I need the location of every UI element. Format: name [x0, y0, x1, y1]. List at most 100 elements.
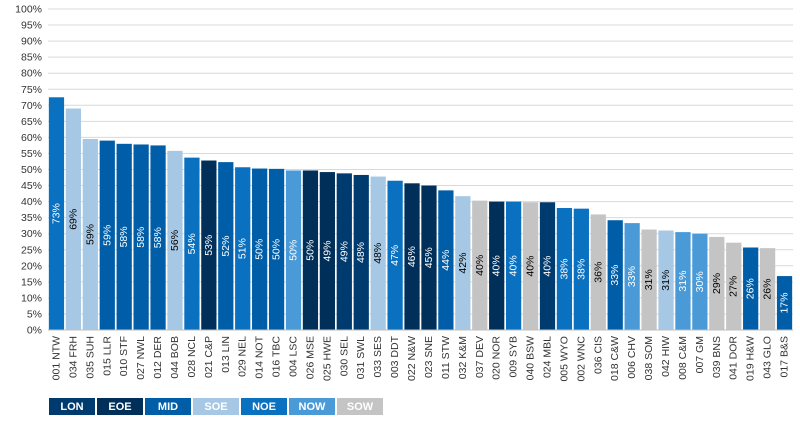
data-label: 31%	[643, 269, 655, 290]
data-label: 52%	[220, 236, 232, 257]
x-tick-label: 024 MBL	[541, 336, 553, 378]
data-label: 58%	[118, 226, 130, 247]
y-tick-label: 80%	[21, 68, 42, 80]
x-tick-label: 017 B&S	[779, 336, 791, 377]
bar	[336, 173, 352, 330]
bar	[387, 180, 403, 330]
bar	[201, 160, 217, 330]
data-label: 31%	[660, 270, 672, 291]
data-label: 45%	[423, 247, 435, 268]
x-tick-label: 026 MSE	[304, 336, 316, 379]
x-tick-label: 037 DEV	[474, 336, 486, 378]
x-tick-label: 004 LSC	[288, 336, 300, 377]
data-label: 58%	[152, 227, 164, 248]
x-tick-label: 025 HWE	[321, 336, 333, 381]
x-tick-label: 031 SWL	[355, 336, 367, 379]
bar	[404, 183, 420, 330]
x-tick-label: 008 C&M	[677, 336, 689, 380]
bar	[370, 176, 386, 330]
x-tick-label: 042 HIW	[660, 336, 672, 377]
y-axis: 0% 5% 10% 15% 20% 25% 30% 35% 40% 45% 50% 55% 60% 65%…	[15, 4, 42, 337]
y-tick-label: 100%	[15, 4, 42, 16]
bar	[235, 167, 251, 330]
x-tick-label: 016 TBC	[271, 336, 283, 378]
y-tick-label: 10%	[21, 292, 42, 304]
data-label: 40%	[491, 255, 503, 276]
data-label: 46%	[406, 246, 418, 267]
bar	[776, 276, 793, 330]
y-tick-label: 5%	[27, 308, 42, 320]
bar	[556, 208, 573, 330]
x-tick-label: 006 CHV	[626, 336, 638, 379]
y-tick-label: 25%	[21, 244, 42, 256]
y-tick-label: 65%	[21, 116, 42, 128]
data-label: 50%	[254, 239, 266, 260]
x-tick-label: 044 BOB	[169, 336, 181, 379]
x-tick-label: 033 SES	[372, 336, 384, 377]
bar	[48, 97, 65, 331]
x-tick-label: 020 NOR	[491, 336, 503, 380]
bar	[590, 214, 606, 330]
data-label: 29%	[711, 273, 723, 294]
y-tick-label: 70%	[21, 100, 42, 112]
data-label: 51%	[237, 238, 249, 259]
x-tick-label: 032 K&M	[457, 336, 469, 379]
bar	[489, 201, 505, 330]
y-tick-label: 90%	[21, 36, 42, 48]
y-tick-label: 0%	[27, 325, 42, 337]
bar	[709, 236, 725, 330]
bar	[455, 196, 471, 330]
x-tick-label: 027 NWL	[135, 336, 147, 380]
bar	[624, 223, 640, 330]
data-label: 33%	[626, 266, 638, 287]
data-label: 59%	[101, 225, 113, 246]
bar	[506, 201, 522, 330]
x-tick-label: 018 C&W	[609, 336, 621, 381]
data-label: 48%	[372, 243, 384, 264]
data-label: 54%	[186, 233, 198, 254]
x-tick-label: 011 STW	[440, 336, 452, 379]
bar	[438, 190, 454, 330]
data-label: 47%	[389, 245, 401, 266]
data-label: 40%	[508, 255, 520, 276]
data-label: 38%	[575, 259, 587, 280]
data-label: 26%	[762, 279, 774, 300]
bar	[319, 172, 335, 330]
x-tick-label: 035 SUH	[84, 336, 96, 379]
y-tick-label: 20%	[21, 260, 42, 272]
y-tick-label: 45%	[21, 180, 42, 192]
x-tick-label: 002 WNC	[575, 336, 587, 382]
x-tick-label: 041 DOR	[728, 336, 740, 380]
bar	[421, 185, 437, 330]
bar	[285, 170, 302, 330]
bar	[268, 168, 285, 330]
y-tick-label: 95%	[21, 20, 42, 32]
y-tick-label: 40%	[21, 196, 42, 208]
data-label: 26%	[745, 278, 757, 299]
x-tick-label: 030 SEL	[338, 336, 350, 376]
x-tick-label: 012 DER	[152, 336, 164, 379]
y-tick-label: 55%	[21, 148, 42, 160]
data-label: 30%	[694, 271, 706, 292]
bar	[573, 208, 589, 330]
data-label: 50%	[288, 240, 300, 261]
data-label: 58%	[135, 227, 147, 248]
data-label: 38%	[558, 259, 570, 280]
data-label: 49%	[321, 241, 333, 262]
legend: LON EOE MID SOE NOE NOW SOW	[49, 398, 385, 415]
bar	[116, 143, 132, 330]
bar	[607, 220, 623, 330]
bar	[150, 145, 166, 330]
bar	[302, 170, 319, 330]
bar	[472, 200, 488, 330]
data-label: 42%	[457, 253, 469, 274]
data-label: 31%	[677, 271, 689, 292]
x-tick-label: 014 NOT	[254, 335, 266, 378]
data-label: 49%	[338, 241, 350, 262]
legend-item-eoe: EOE	[97, 398, 143, 415]
x-axis: 001 NTW 034 FRH 035 SUH 015 LLR 010 STF 027 N…	[48, 329, 793, 382]
y-tick-label: 35%	[21, 212, 42, 224]
x-tick-label: 005 WYO	[558, 336, 570, 382]
y-tick-label: 15%	[21, 276, 42, 288]
